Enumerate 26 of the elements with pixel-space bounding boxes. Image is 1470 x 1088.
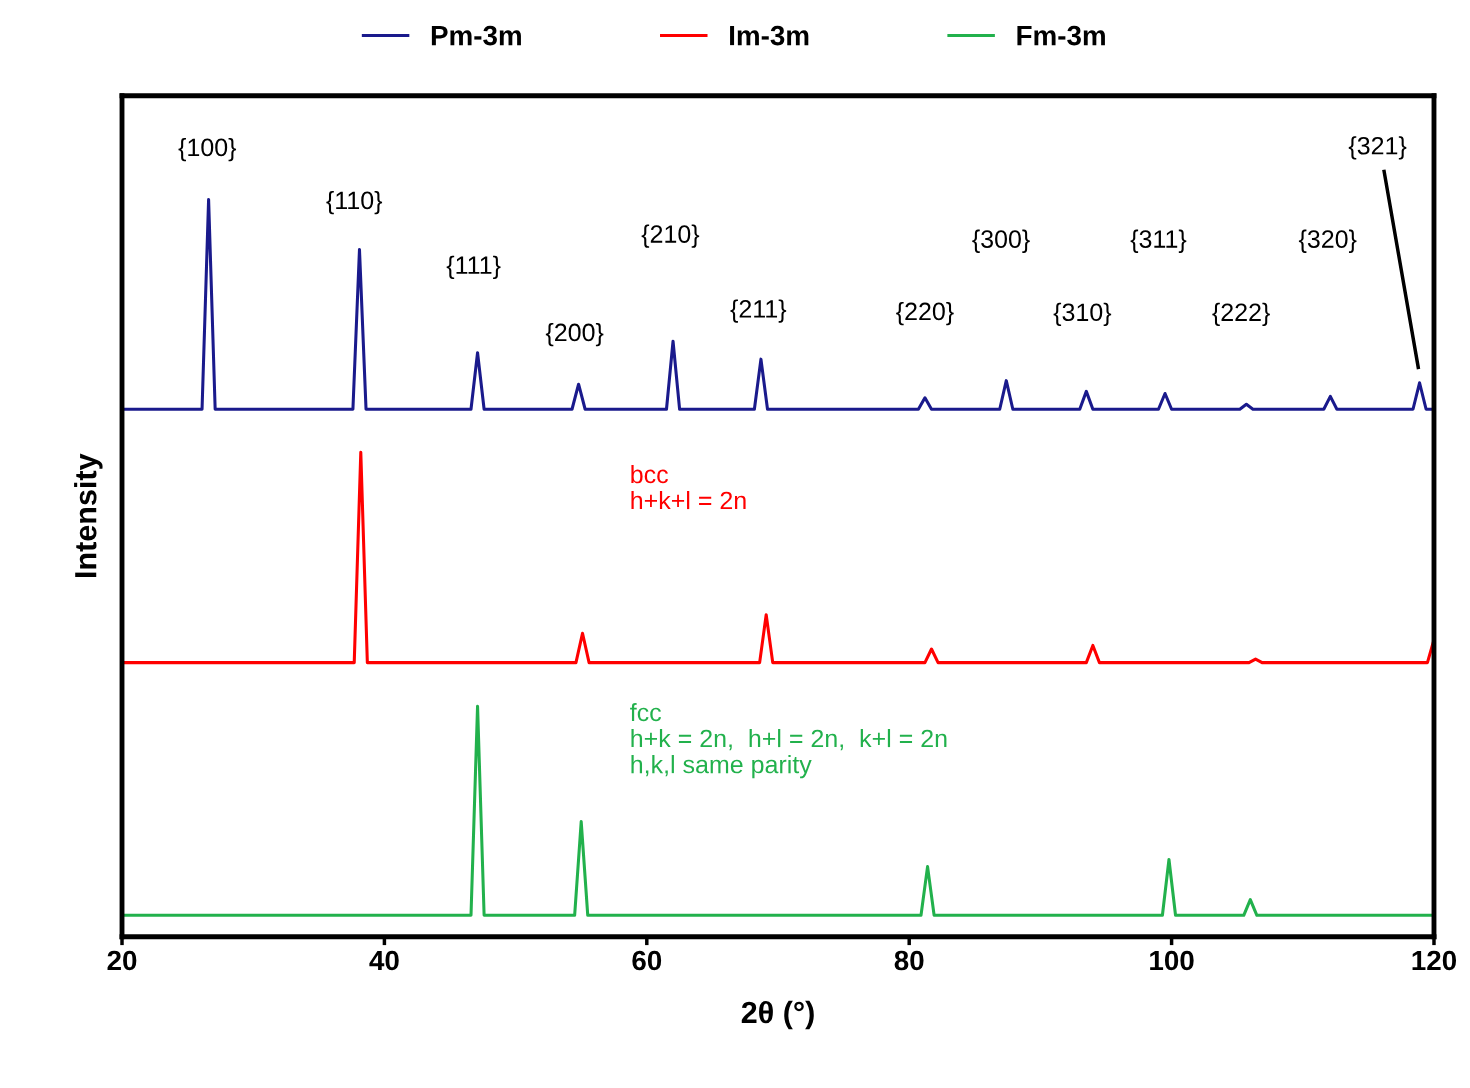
y-axis-title: Intensity — [74, 453, 103, 578]
annotation: {210} — [641, 224, 700, 248]
annotation: {200} — [545, 322, 604, 347]
x-tick-label: 60 — [632, 950, 662, 971]
annotation: {222} — [1212, 302, 1270, 327]
legend-label: Im-3m — [730, 25, 809, 46]
x-tick-label: 120 — [1412, 950, 1457, 971]
annotation: {310} — [1053, 302, 1112, 327]
legend-label: Pm-3m — [431, 25, 521, 46]
annotation: {311} — [1130, 229, 1187, 253]
annotation: {110} — [326, 190, 383, 215]
legend-label: Fm-3m — [1017, 25, 1105, 46]
x-tick-label: 20 — [107, 950, 137, 971]
annotation: {211} — [730, 299, 787, 323]
annotation: {111} — [446, 255, 501, 279]
x-axis-title: 2θ (°) — [741, 1000, 814, 1030]
text: {100} — [178, 137, 237, 162]
annotation: {220} — [896, 301, 954, 326]
x-tick-label: 100 — [1150, 950, 1194, 971]
annotation: {320} — [1298, 229, 1357, 253]
annotation: bcc h+k+l = 2n — [631, 464, 746, 510]
text: {321} — [1348, 136, 1407, 160]
annotation: {300} — [972, 229, 1030, 253]
x-tick-label: 40 — [369, 950, 399, 971]
annotation: fcc h+k = 2n, h+l = 2n, k+l = 2n h,k,l same parity — [630, 702, 947, 779]
x-tick-label: 80 — [894, 950, 924, 971]
